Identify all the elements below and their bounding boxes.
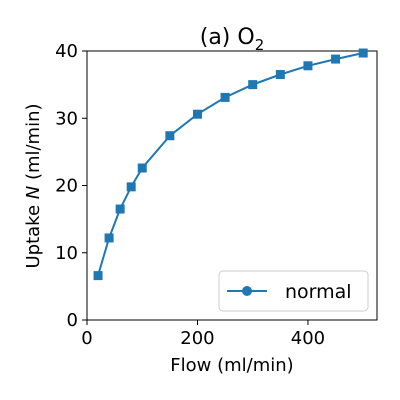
data-point	[137, 163, 147, 173]
data-point	[220, 92, 230, 102]
y-tick-label: 40	[55, 41, 78, 62]
legend-marker	[242, 286, 252, 296]
data-point	[165, 131, 175, 141]
data-point	[104, 233, 114, 243]
legend-label: normal	[285, 281, 352, 303]
data-point	[192, 109, 202, 119]
x-tick-label: 200	[180, 328, 214, 349]
y-axis-label-prefix: Uptake	[23, 199, 44, 268]
data-point	[303, 61, 313, 71]
chart-title: (a) O2	[200, 25, 265, 54]
legend-box	[218, 270, 369, 312]
y-tick-label: 30	[55, 108, 78, 129]
data-point	[275, 70, 285, 80]
data-point	[248, 80, 258, 90]
y-tick-label: 10	[55, 243, 78, 264]
chart-title-main: (a) O	[200, 25, 255, 50]
data-point	[126, 182, 136, 192]
y-tick-label: 20	[55, 176, 78, 197]
data-point	[331, 54, 341, 64]
plot-area: 0 200 400 0 10 20 30 40 normal	[55, 41, 378, 349]
x-tick-label: 400	[291, 328, 325, 349]
chart-title-subscript: 2	[255, 36, 265, 54]
data-point	[358, 48, 368, 58]
y-axis-label-suffix: (ml/min)	[23, 103, 44, 185]
data-point	[115, 204, 125, 214]
x-axis-label: Flow (ml/min)	[170, 355, 293, 376]
y-tick-label: 0	[67, 310, 78, 331]
data-point	[93, 271, 103, 281]
x-tick-label: 0	[81, 328, 92, 349]
y-axis-label: Uptake N (ml/min)	[23, 103, 44, 268]
y-axis-label-variable: N	[23, 186, 44, 199]
